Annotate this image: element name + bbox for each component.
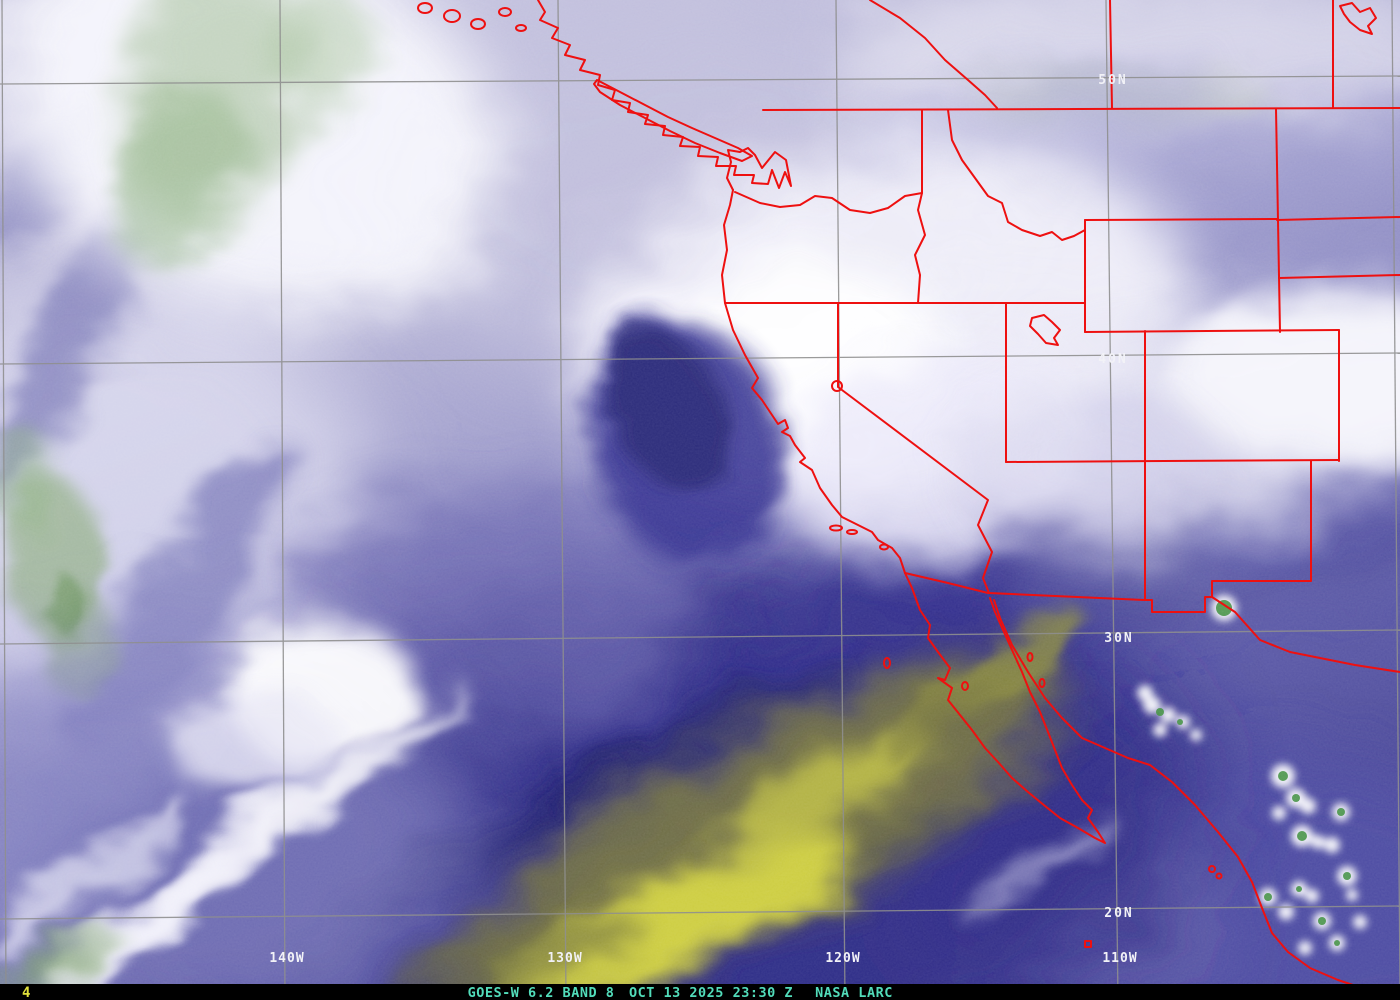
border-nd-sd (1276, 216, 1400, 221)
gridline-130w (557, 0, 567, 1000)
lat-label-30n: 30N (1104, 631, 1133, 646)
footer-product-label: GOES-W 6.2 BAND 8 (468, 985, 615, 1000)
border-mt-wy (1084, 218, 1279, 221)
map-borders (417, 0, 1400, 999)
socorro-island (1084, 940, 1092, 948)
footer-credit-label: NASA LARC (815, 985, 893, 1000)
guadalupe-island (883, 657, 891, 669)
border-wa-or (734, 191, 923, 214)
gridline-120w (835, 0, 846, 1000)
canada-lake (1339, 2, 1377, 35)
gulf-islet (1026, 652, 1034, 662)
border-us-mexico (904, 572, 1213, 613)
grid-labels: 50N 40N 30N 20N (1098, 73, 1133, 921)
border-id-west (914, 109, 926, 304)
gridline-140w (279, 0, 286, 1000)
border-37n (1005, 459, 1340, 463)
lon-label-130w: 130W (547, 951, 582, 966)
ak-islet (470, 18, 486, 30)
gridline-30n (0, 629, 1400, 645)
cedros-island (961, 681, 969, 691)
vancouver-island (593, 79, 753, 162)
border-id-mt (947, 109, 1086, 241)
islas-marias (1215, 872, 1223, 880)
border-sd-ne (1278, 274, 1400, 279)
border-ab-sk (1109, 0, 1113, 109)
gridline-110w (1105, 0, 1119, 1000)
footer: 4 GOES-W 6.2 BAND 8 OCT 13 2025 23:30 Z … (0, 984, 1400, 1000)
gridline-100w (1391, 0, 1400, 986)
channel-island (879, 543, 889, 551)
border-bc-ab (869, 0, 998, 109)
channel-island (846, 529, 858, 535)
islas-marias (1208, 865, 1216, 873)
gridline-150w (1, 0, 7, 1000)
channel-island (829, 524, 843, 532)
ak-islet (498, 7, 512, 17)
pacific-coastline (537, 0, 792, 191)
gridline-20n (0, 905, 1400, 920)
lon-label-120w: 120W (825, 951, 860, 966)
lake-tahoe (831, 380, 843, 392)
ak-islet (515, 24, 527, 32)
mexico-mainland-coast (993, 599, 1400, 999)
ak-islet (417, 2, 433, 14)
footer-datetime-label: OCT 13 2025 23:30 Z (629, 985, 793, 1000)
gulf-islet (1038, 678, 1046, 688)
lat-label-40n: 40N (1098, 352, 1127, 367)
lat-label-20n: 20N (1104, 906, 1133, 921)
gridline-40n (0, 352, 1400, 365)
longitude-labels: 140W 130W 120W 110W (269, 951, 1137, 966)
ak-islet (443, 9, 461, 23)
footer-bar (0, 984, 1400, 1000)
footer-corner-tag: 4 (22, 985, 30, 1000)
lat-label-50n: 50N (1098, 73, 1127, 88)
border-ca-nv (837, 302, 993, 594)
baja-coastline (904, 572, 1106, 844)
lon-label-140w: 140W (269, 951, 304, 966)
great-salt-lake (1029, 314, 1061, 346)
lon-label-110w: 110W (1102, 951, 1137, 966)
border-us-canada (762, 107, 1400, 111)
us-coastline (721, 189, 906, 574)
border-nm-tx (1211, 460, 1400, 673)
gridline-50n (0, 75, 1400, 85)
border-41n (1084, 329, 1340, 333)
